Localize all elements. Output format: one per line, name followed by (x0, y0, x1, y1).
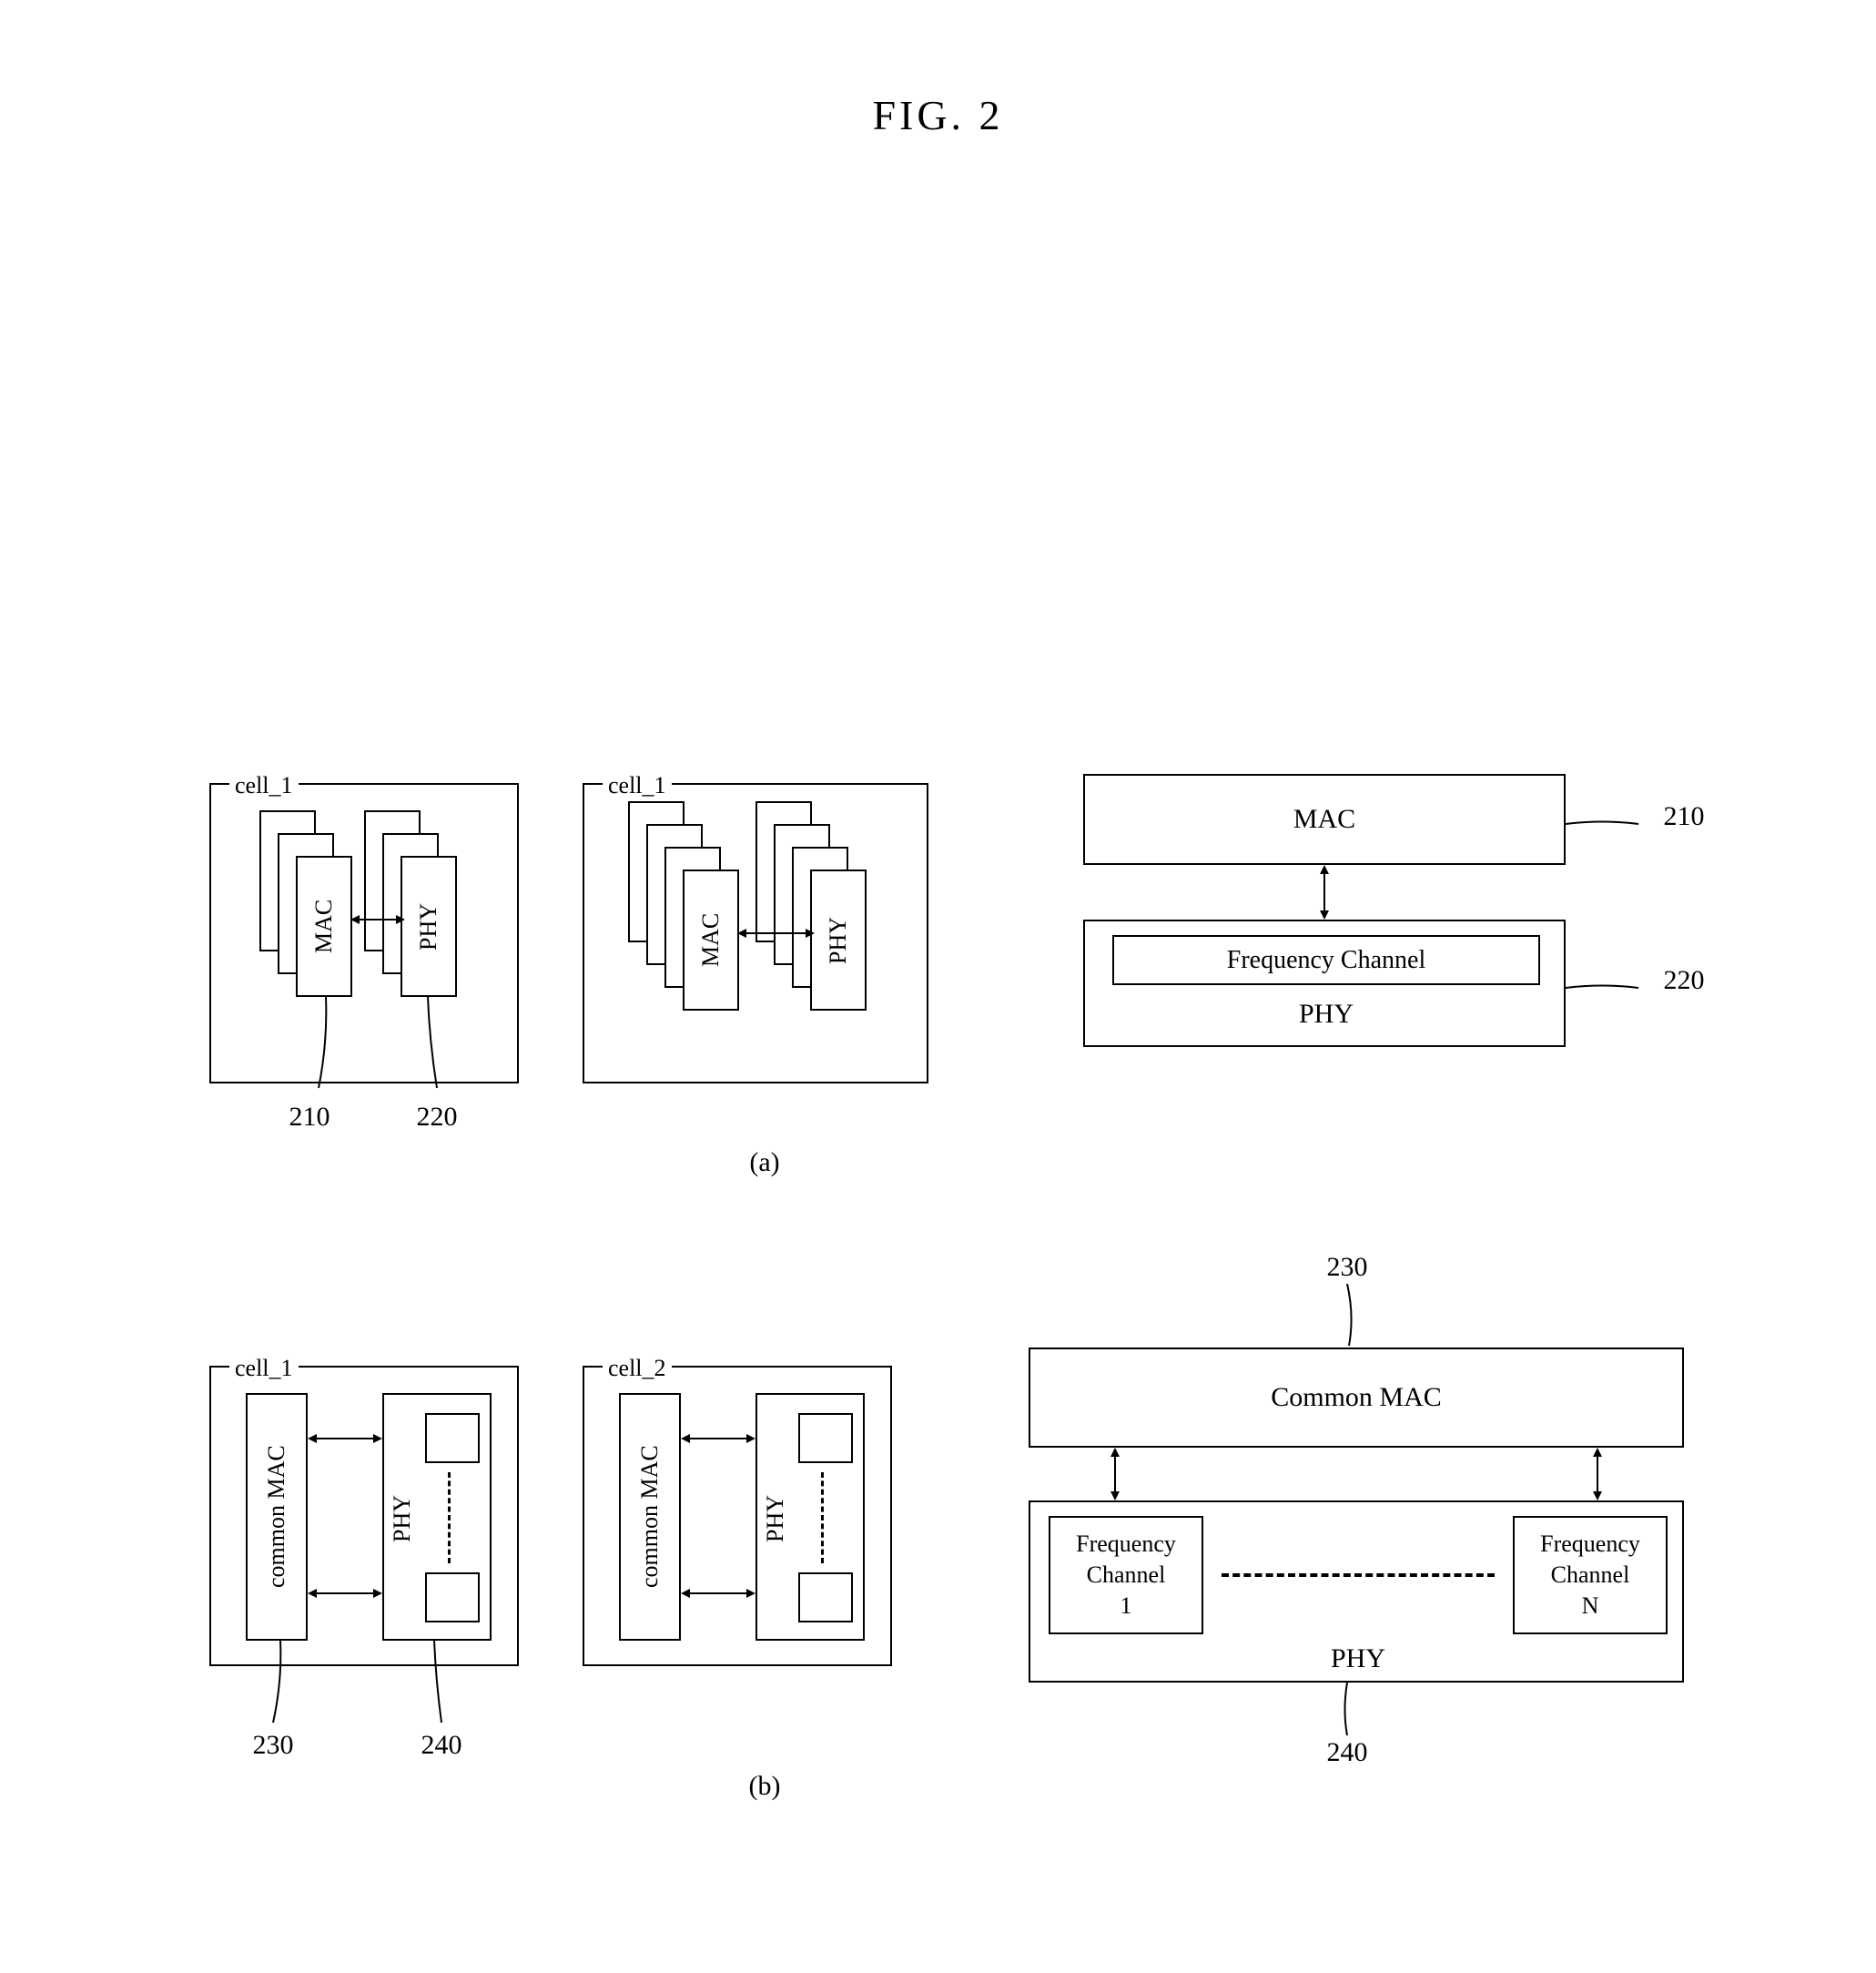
b-cell2-cmac: common MAC (619, 1393, 681, 1641)
b-right-dash (1222, 1573, 1495, 1577)
a-cell1-phy-1: PHY (401, 856, 457, 997)
a-right-callout-phy: 220 (1648, 965, 1720, 996)
a-cell1-mac-1: MAC (296, 856, 352, 997)
b-cell1-phy-dash (448, 1472, 451, 1563)
b-right-callout-phy-line (1333, 1683, 1361, 1737)
b-right-fcn: Frequency Channel N (1513, 1516, 1668, 1634)
b-label: (b) (728, 1771, 801, 1802)
a-cell1-legend: cell_1 (229, 772, 299, 799)
a-right-callout-mac: 210 (1648, 801, 1720, 832)
b-cell2-phy-sub2 (798, 1572, 853, 1622)
figure-title: FIG. 2 (0, 91, 1876, 139)
b-cell2-legend: cell_2 (603, 1355, 672, 1382)
b-cell1-callout-phy: 240 (405, 1730, 478, 1761)
a-right-callout-mac-line (1566, 810, 1657, 838)
b-cell1-arrow1 (308, 1429, 382, 1448)
a-cell1-callout-mac-line (309, 997, 346, 1097)
b-cell1-callout-cmac: 230 (237, 1730, 309, 1761)
a-right-mac: MAC (1083, 774, 1566, 865)
a-cell1-callout-phy-line (419, 997, 455, 1097)
b-cell2-phy-box: PHY (755, 1393, 865, 1641)
b-cell1-phy-label: PHY (389, 1395, 416, 1642)
b-right-fc1: Frequency Channel 1 (1049, 1516, 1203, 1634)
b-right-fcn-l1: Frequency (1515, 1529, 1666, 1560)
b-cell1-phy-sub2 (425, 1572, 480, 1622)
b-cell2-phy-label: PHY (762, 1395, 789, 1642)
b-cell1-callout-phy-line (423, 1641, 460, 1732)
b-cell1-phy-box: PHY (382, 1393, 492, 1641)
a-cell2-mac-1: MAC (683, 870, 739, 1011)
a-right-callout-phy-line (1566, 974, 1657, 1002)
b-cell2-arrow1 (681, 1429, 755, 1448)
b-right-callout-cmac: 230 (1311, 1252, 1384, 1283)
b-right-arrow2 (1588, 1448, 1607, 1500)
b-right-fcn-l3: N (1515, 1591, 1666, 1622)
b-cell1-phy-sub1 (425, 1413, 480, 1463)
a-cell2-legend: cell_1 (603, 772, 672, 799)
b-cell1-arrow2 (308, 1584, 382, 1602)
b-right-callout-cmac-line (1338, 1284, 1365, 1348)
b-cell2-phy-sub1 (798, 1413, 853, 1463)
b-right-cmac: Common MAC (1029, 1348, 1684, 1448)
b-right-fcn-l2: Channel (1515, 1560, 1666, 1591)
b-right-fc1-l1: Frequency (1050, 1529, 1202, 1560)
a-cell2-arrow (737, 924, 815, 942)
a-label: (a) (728, 1147, 801, 1178)
b-right-phy: Frequency Channel 1 Frequency Channel N … (1029, 1500, 1684, 1683)
b-right-phy-label: PHY (1030, 1643, 1686, 1674)
b-cell1-callout-cmac-line (264, 1641, 300, 1732)
a-right-phy-label: PHY (1085, 999, 1567, 1030)
b-cell2-arrow2 (681, 1584, 755, 1602)
a-right-phy: Frequency Channel PHY (1083, 920, 1566, 1047)
a-cell2-phy-1: PHY (810, 870, 867, 1011)
b-cell1-legend: cell_1 (229, 1355, 299, 1382)
b-right-fc1-l2: Channel (1050, 1560, 1202, 1591)
b-right-arrow1 (1106, 1448, 1124, 1500)
b-cell2-phy-dash (821, 1472, 824, 1563)
b-cell1-cmac: common MAC (246, 1393, 308, 1641)
a-cell1-callout-phy: 220 (401, 1102, 473, 1133)
b-right-callout-phy: 240 (1311, 1737, 1384, 1768)
a-right-arrow (1315, 865, 1333, 920)
b-right-fc1-l3: 1 (1050, 1591, 1202, 1622)
a-right-freq: Frequency Channel (1112, 935, 1540, 985)
a-cell1-callout-mac: 210 (273, 1102, 346, 1133)
a-cell1-arrow (350, 910, 405, 929)
